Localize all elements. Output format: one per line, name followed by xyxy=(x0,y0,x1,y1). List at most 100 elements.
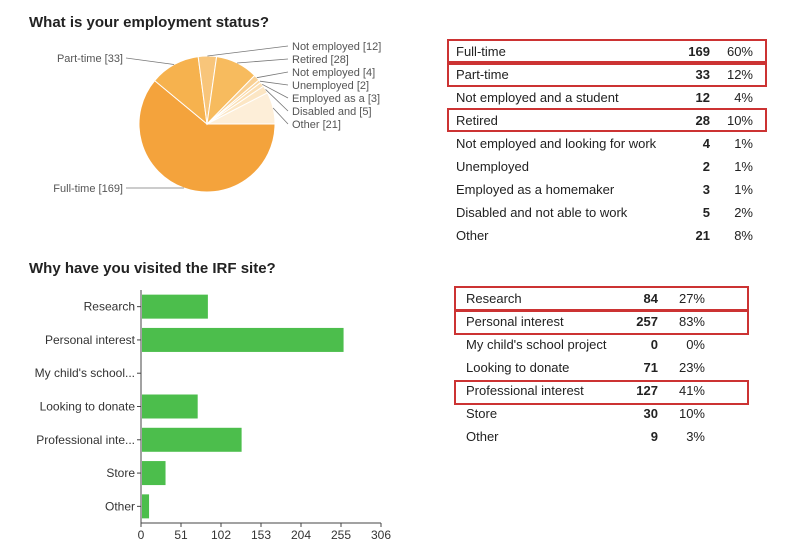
table-row: Part-time 33 12% xyxy=(456,63,753,86)
row-percent: 23% xyxy=(678,360,705,375)
y-tick-label: My child's school... xyxy=(35,366,135,380)
row-percent: 10% xyxy=(678,406,705,421)
bar xyxy=(142,327,344,352)
pie-label: Unemployed [2] xyxy=(292,80,369,92)
row-count: 84 xyxy=(643,291,658,306)
x-tick-label: 204 xyxy=(291,528,311,542)
pie-label: Part-time [33] xyxy=(57,53,123,65)
highlight-research xyxy=(454,286,749,311)
bar xyxy=(142,461,166,486)
bar xyxy=(142,394,198,419)
row-percent: 10% xyxy=(726,113,753,128)
table-row: Not employed and looking for work 4 1% xyxy=(456,132,753,155)
table-row: Looking to donate 71 23% xyxy=(466,356,705,379)
table-row: Not employed and a student 12 4% xyxy=(456,86,753,109)
table-row: Store 30 10% xyxy=(466,402,705,425)
table-row: Research 84 27% xyxy=(466,287,705,310)
row-percent: 1% xyxy=(734,182,753,197)
row-label: Other xyxy=(466,429,499,444)
row-count: 9 xyxy=(650,429,658,444)
table-row: Unemployed 2 1% xyxy=(456,155,753,178)
table-row: Retired 28 10% xyxy=(456,109,753,132)
x-tick-label: 0 xyxy=(138,528,145,542)
pie-label: Not employed [4] xyxy=(292,67,375,79)
table-row: Employed as a homemaker 3 1% xyxy=(456,178,753,201)
row-percent: 3% xyxy=(686,429,705,444)
row-label: My child's school project xyxy=(466,337,607,352)
pie-leader-line xyxy=(256,71,289,79)
row-label: Full-time xyxy=(456,44,506,59)
y-tick-label: Personal interest xyxy=(45,333,136,347)
row-percent: 27% xyxy=(678,291,705,306)
pie-label: Not employed [12] xyxy=(292,41,381,53)
row-label: Not employed and a student xyxy=(456,90,619,105)
pie-label: Employed as a [3] xyxy=(292,93,380,105)
q2-title: Why have you visited the IRF site? xyxy=(29,260,276,277)
y-tick-label: Other xyxy=(105,499,135,513)
bar xyxy=(142,294,208,319)
table-row: Professional interest 127 41% xyxy=(466,379,705,402)
row-label: Retired xyxy=(456,113,498,128)
row-count: 28 xyxy=(695,113,710,128)
y-tick-label: Store xyxy=(106,466,135,480)
row-count: 3 xyxy=(702,182,710,197)
table-row: Personal interest 257 83% xyxy=(466,310,705,333)
bar xyxy=(142,494,150,519)
pie-slice xyxy=(138,79,276,193)
row-percent: 1% xyxy=(734,136,753,151)
table-row: Other 9 3% xyxy=(466,425,705,448)
pie-leader-line xyxy=(259,80,289,86)
row-percent: 83% xyxy=(678,314,705,329)
pie-label: Retired [28] xyxy=(292,54,349,66)
row-count: 4 xyxy=(702,136,710,151)
row-percent: 4% xyxy=(734,90,753,105)
x-tick-label: 153 xyxy=(251,528,271,542)
x-tick-label: 255 xyxy=(331,528,351,542)
highlight-part-time xyxy=(447,63,767,87)
row-count: 33 xyxy=(695,67,710,82)
row-label: Personal interest xyxy=(466,314,564,329)
q1-title: What is your employment status? xyxy=(29,14,270,31)
row-label: Disabled and not able to work xyxy=(456,205,628,220)
pie-leader-line xyxy=(265,89,289,112)
row-label: Store xyxy=(466,406,498,421)
table-row: Disabled and not able to work 5 2% xyxy=(456,201,753,224)
pie-leader-line xyxy=(207,45,289,57)
row-percent: 12% xyxy=(726,67,753,82)
row-label: Other xyxy=(456,228,489,243)
x-tick-label: 102 xyxy=(211,528,231,542)
row-label: Research xyxy=(466,291,522,306)
pie-slice xyxy=(206,92,276,125)
row-label: Professional interest xyxy=(466,383,584,398)
y-tick-label: Professional inte... xyxy=(36,433,135,447)
pie-leader-line xyxy=(125,57,175,65)
row-count: 127 xyxy=(636,383,658,398)
row-percent: 0% xyxy=(686,337,705,352)
q2-table: Research 84 27% Personal interest 257 83% My c… xyxy=(466,287,705,448)
highlight-personal-interest xyxy=(454,310,749,335)
pie-leader-line xyxy=(262,83,289,99)
table-row: Other 21 8% xyxy=(456,224,753,247)
row-label: Looking to donate xyxy=(466,360,570,375)
y-tick-label: Research xyxy=(84,300,135,314)
row-count: 21 xyxy=(695,228,710,243)
pie-label: Full-time [169] xyxy=(53,183,123,195)
y-tick-label: Looking to donate xyxy=(40,400,136,414)
pie-leader-line xyxy=(237,58,289,64)
x-tick-label: 51 xyxy=(174,528,188,542)
row-label: Employed as a homemaker xyxy=(456,182,615,197)
row-percent: 41% xyxy=(678,383,705,398)
table-row: Full-time 169 60% xyxy=(456,40,753,63)
bar xyxy=(142,427,242,452)
highlight-professional-interest xyxy=(454,380,749,405)
row-percent: 2% xyxy=(734,205,753,220)
x-tick-label: 306 xyxy=(371,528,391,542)
row-label: Part-time xyxy=(456,67,509,82)
highlight-retired xyxy=(447,108,767,132)
q1-table: Full-time 169 60% Part-time 33 12% Not employe… xyxy=(456,40,753,247)
row-percent: 1% xyxy=(734,159,753,174)
row-count: 169 xyxy=(688,44,710,59)
row-count: 2 xyxy=(702,159,710,174)
pie-label: Other [21] xyxy=(292,119,341,131)
row-label: Unemployed xyxy=(456,159,529,174)
